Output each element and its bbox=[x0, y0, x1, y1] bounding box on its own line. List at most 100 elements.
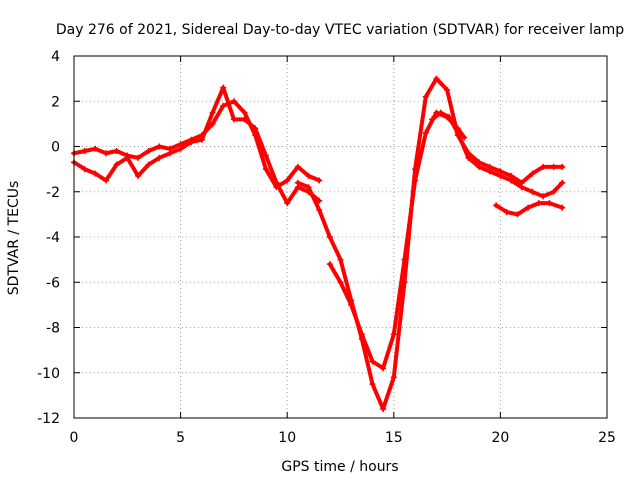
data-point bbox=[326, 234, 333, 240]
data-point bbox=[503, 209, 510, 216]
data-point bbox=[390, 374, 397, 381]
data-point bbox=[316, 206, 323, 213]
data-point bbox=[529, 188, 536, 195]
data-point bbox=[486, 168, 493, 175]
data-point bbox=[380, 405, 387, 412]
data-point bbox=[262, 152, 269, 159]
series-track-f bbox=[493, 200, 566, 218]
data-point bbox=[444, 86, 451, 93]
data-point bbox=[525, 204, 532, 211]
data-point bbox=[497, 172, 504, 179]
data-point bbox=[433, 75, 440, 82]
x-tick-label: 15 bbox=[385, 430, 403, 446]
data-point bbox=[145, 148, 152, 155]
data-point bbox=[412, 177, 419, 184]
data-point bbox=[241, 116, 248, 123]
data-point bbox=[540, 193, 547, 200]
data-point bbox=[124, 154, 131, 161]
data-point bbox=[273, 179, 280, 186]
x-tick-label: 25 bbox=[598, 430, 616, 446]
y-axis-label: SDTVAR / TECUs bbox=[6, 181, 22, 296]
x-tick-label: 20 bbox=[491, 430, 509, 446]
data-series bbox=[71, 75, 566, 412]
data-point bbox=[422, 129, 429, 136]
y-tick-label: -6 bbox=[46, 275, 60, 291]
data-point bbox=[518, 184, 525, 191]
data-point bbox=[476, 163, 483, 170]
data-point bbox=[446, 114, 453, 121]
series-line bbox=[295, 76, 565, 411]
data-point bbox=[220, 102, 227, 109]
data-point bbox=[550, 163, 557, 170]
series-line bbox=[327, 110, 467, 371]
y-tick-label: -12 bbox=[37, 411, 60, 427]
y-tick-label: -10 bbox=[37, 366, 60, 382]
data-point bbox=[284, 200, 291, 207]
grid bbox=[74, 56, 607, 418]
data-point bbox=[305, 184, 312, 191]
data-point bbox=[134, 154, 141, 161]
series-line bbox=[72, 85, 322, 206]
data-point bbox=[465, 154, 472, 161]
y-tick-label: -4 bbox=[46, 230, 60, 246]
x-axis-label: GPS time / hours bbox=[281, 459, 398, 475]
data-point bbox=[113, 161, 120, 168]
data-point bbox=[337, 279, 344, 286]
data-point bbox=[337, 256, 344, 263]
y-tick-label: 4 bbox=[51, 49, 60, 65]
tick-marks bbox=[73, 55, 608, 419]
data-point bbox=[230, 98, 237, 105]
y-tick-label: -2 bbox=[46, 185, 60, 201]
data-point bbox=[559, 163, 566, 170]
y-tick-label: 2 bbox=[51, 94, 60, 110]
y-tick-label: -8 bbox=[46, 321, 60, 337]
data-point bbox=[461, 134, 468, 141]
data-point bbox=[529, 170, 536, 177]
data-point bbox=[508, 177, 515, 184]
data-point bbox=[102, 150, 109, 157]
data-point bbox=[514, 211, 521, 218]
data-point bbox=[429, 116, 436, 123]
x-tick-label: 5 bbox=[176, 430, 185, 446]
data-point bbox=[390, 331, 397, 338]
data-point bbox=[401, 256, 408, 263]
data-point bbox=[316, 177, 323, 184]
data-point bbox=[230, 116, 237, 123]
x-tick-label: 0 bbox=[70, 430, 79, 446]
data-point bbox=[92, 170, 99, 177]
data-point bbox=[348, 301, 355, 308]
data-point bbox=[220, 84, 227, 91]
data-point bbox=[380, 365, 387, 372]
data-point bbox=[177, 145, 184, 152]
series-track-e bbox=[429, 109, 566, 200]
data-point bbox=[134, 172, 141, 179]
data-point bbox=[546, 200, 553, 207]
data-point bbox=[252, 125, 259, 132]
data-point bbox=[188, 138, 195, 145]
data-point bbox=[113, 148, 120, 155]
data-point bbox=[454, 129, 461, 136]
data-point bbox=[493, 202, 500, 209]
data-point bbox=[369, 381, 376, 388]
data-point bbox=[358, 331, 365, 338]
data-point bbox=[369, 358, 376, 365]
series-line bbox=[430, 110, 565, 199]
data-point bbox=[92, 145, 99, 152]
data-point bbox=[294, 163, 301, 170]
data-point bbox=[305, 172, 312, 179]
data-point bbox=[241, 109, 248, 116]
data-point bbox=[326, 261, 333, 268]
data-point bbox=[559, 179, 566, 186]
data-point bbox=[209, 120, 216, 127]
data-point bbox=[284, 177, 291, 184]
data-point bbox=[262, 166, 269, 173]
data-point bbox=[102, 177, 109, 184]
data-point bbox=[316, 197, 323, 204]
data-point bbox=[535, 200, 542, 207]
data-point bbox=[166, 150, 173, 157]
data-point bbox=[209, 109, 216, 116]
data-point bbox=[559, 204, 566, 211]
series-track-b bbox=[71, 84, 323, 207]
data-point bbox=[422, 93, 429, 100]
